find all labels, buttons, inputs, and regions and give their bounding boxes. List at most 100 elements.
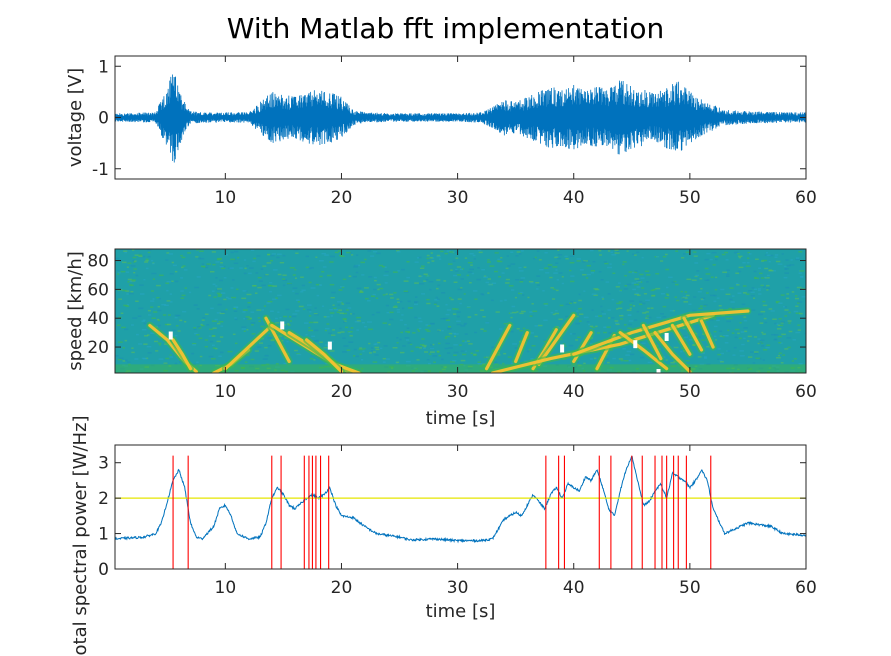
spectrogram-noise bbox=[553, 288, 556, 291]
spectrogram-noise bbox=[292, 274, 296, 276]
spectrogram-noise bbox=[571, 366, 577, 368]
spectrogram-noise bbox=[710, 294, 715, 297]
spectrogram-noise bbox=[468, 281, 472, 284]
spectrogram-noise bbox=[225, 296, 229, 299]
spectrogram-noise bbox=[656, 255, 660, 258]
spectrogram-noise bbox=[345, 326, 349, 329]
spectrogram-noise bbox=[389, 311, 394, 314]
spectrogram-noise bbox=[343, 345, 349, 347]
spectrogram-noise bbox=[214, 364, 220, 367]
spectrogram-noise bbox=[233, 262, 239, 265]
spectrogram-noise bbox=[286, 340, 289, 343]
spectrogram-noise bbox=[325, 315, 330, 318]
spectrogram-noise bbox=[467, 271, 473, 273]
spectrogram-noise bbox=[466, 340, 470, 342]
spectrogram-noise bbox=[534, 335, 538, 338]
spectrogram-noise bbox=[594, 288, 600, 291]
spectrogram-noise bbox=[286, 323, 290, 325]
spectrogram-noise bbox=[314, 307, 317, 309]
spectrogram-noise bbox=[680, 290, 683, 293]
spectrogram-noise bbox=[454, 270, 459, 272]
spectrogram-noise bbox=[766, 284, 770, 287]
spectrogram-noise bbox=[776, 323, 779, 325]
speed-track bbox=[485, 323, 512, 371]
spectrogram-noise bbox=[375, 297, 379, 299]
spectrogram-noise bbox=[673, 346, 679, 349]
spectrogram-noise bbox=[464, 369, 468, 371]
spectrogram-noise bbox=[223, 298, 227, 301]
spectrogram-noise bbox=[741, 303, 746, 306]
spectrogram-noise bbox=[768, 254, 774, 257]
spectrogram-noise bbox=[118, 298, 123, 300]
spectrogram-noise bbox=[553, 272, 558, 274]
spectrogram-noise bbox=[358, 348, 364, 351]
spectrogram-noise bbox=[505, 282, 510, 284]
spectrogram-noise bbox=[766, 289, 769, 291]
spectrogram-noise bbox=[161, 303, 166, 306]
spectrogram-noise bbox=[476, 278, 482, 281]
spectrogram-noise bbox=[780, 342, 783, 344]
spectrogram-noise bbox=[659, 369, 663, 371]
spectrogram-noise bbox=[601, 298, 605, 300]
spectrogram-noise bbox=[270, 339, 275, 342]
spectrogram-noise bbox=[616, 308, 619, 310]
spectrogram-noise bbox=[237, 256, 240, 259]
spectrogram-noise bbox=[631, 347, 635, 349]
spectrogram-noise bbox=[440, 366, 445, 368]
spectrogram-noise bbox=[684, 291, 688, 293]
spectrogram-noise bbox=[441, 358, 444, 361]
spectrogram-noise bbox=[436, 305, 440, 307]
spectrogram-noise bbox=[131, 347, 134, 349]
spectrogram-noise bbox=[475, 350, 479, 352]
spectrogram-noise bbox=[556, 279, 560, 281]
spectrogram-noise bbox=[309, 311, 312, 313]
spectrogram-noise bbox=[118, 341, 123, 343]
spectrogram-noise bbox=[704, 356, 707, 358]
spectrogram-noise bbox=[353, 266, 358, 268]
voltage-ylabel: voltage [V] bbox=[65, 68, 86, 167]
spectrogram-noise bbox=[150, 290, 155, 292]
spectrogram-noise bbox=[614, 320, 619, 322]
spectrogram-noise bbox=[683, 301, 689, 303]
spectrogram-noise bbox=[733, 251, 739, 254]
spectrogram-noise bbox=[494, 363, 499, 365]
spectrogram-noise bbox=[591, 326, 596, 329]
spectrogram-noise bbox=[141, 357, 146, 360]
spectrogram-noise bbox=[214, 318, 218, 321]
spectrogram-noise bbox=[118, 316, 122, 319]
spectrogram-noise bbox=[216, 312, 222, 314]
spectrogram-noise bbox=[462, 340, 465, 342]
spectrogram-noise bbox=[799, 371, 803, 373]
spectrogram-noise bbox=[776, 328, 782, 330]
spectrogram-noise bbox=[124, 365, 129, 367]
spectrogram-noise bbox=[714, 339, 717, 341]
spectrogram-noise bbox=[606, 371, 611, 373]
spectrogram-noise bbox=[347, 307, 352, 309]
speed-track bbox=[223, 323, 274, 371]
speed-track bbox=[641, 323, 663, 361]
spectrogram-noise bbox=[692, 309, 697, 312]
spectrogram-noise bbox=[314, 340, 319, 342]
spectrogram-noise bbox=[163, 369, 168, 372]
spectrogram-noise bbox=[578, 364, 582, 367]
spectrogram-noise bbox=[346, 349, 351, 351]
spectrogram-noise bbox=[139, 293, 145, 295]
spectrogram-noise bbox=[619, 289, 623, 292]
speed-marker bbox=[664, 332, 669, 341]
spectrogram-noise bbox=[117, 273, 120, 275]
spectrogram-noise bbox=[352, 275, 357, 278]
spectrogram-noise bbox=[282, 254, 286, 257]
spectrogram-noise bbox=[128, 363, 131, 366]
spectrogram-noise bbox=[611, 298, 615, 301]
y-tick-label: 1 bbox=[98, 525, 109, 545]
spectrogram-noise bbox=[412, 332, 416, 334]
spectrogram-noise bbox=[292, 313, 298, 315]
spectrogram-noise bbox=[318, 284, 322, 286]
spectrogram-noise bbox=[624, 359, 629, 362]
x-tick-label: 50 bbox=[679, 578, 701, 598]
spectrogram-noise bbox=[530, 281, 534, 284]
spectrogram-noise bbox=[799, 312, 803, 315]
spectrogram-noise bbox=[216, 340, 221, 343]
spectrogram-noise bbox=[726, 320, 731, 323]
spectrogram-noise bbox=[797, 324, 801, 326]
